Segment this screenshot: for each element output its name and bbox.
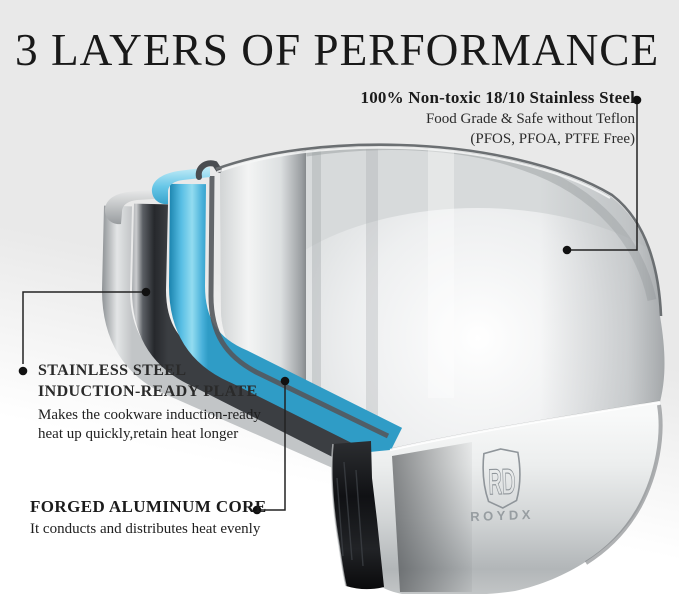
callout-aluminum-heading: FORGED ALUMINUM CORE [30, 497, 267, 516]
induction-bullet-dot [18, 366, 28, 376]
induction-target-dot [141, 287, 151, 297]
callout-aluminum-desc: It conducts and distributes heat evenly [30, 521, 261, 537]
outer-skin-band [101, 205, 396, 491]
callout-stainless-line1: Food Grade & Safe without Teflon [425, 111, 635, 127]
aluminum-core-band [168, 183, 403, 461]
induction-callout-line [22, 291, 142, 364]
brand-name: ROYDX [470, 507, 534, 524]
callout-induction-heading1: STAINLESS STEEL [38, 362, 187, 379]
aluminum-bullet-dot [252, 505, 262, 515]
rim-edge [215, 143, 663, 317]
brand-logo: RD ROYDX [470, 448, 534, 524]
stainless-target-dot [562, 245, 572, 255]
callout-induction-desc2: heat up quickly,retain heat longer [38, 426, 239, 442]
page-title: 3 LAYERS OF PERFORMANCE [15, 24, 660, 75]
callout-dots [18, 95, 642, 515]
steel-seam [208, 175, 390, 439]
callout-stainless-heading: 100% Non-toxic 18/10 Stainless Steel [360, 88, 635, 107]
stainless-callout-line [571, 104, 638, 251]
callout-induction: STAINLESS STEEL INDUCTION-READY PLATE Ma… [38, 360, 261, 444]
aluminum-core-lip [151, 167, 210, 205]
aluminum-target-dot [280, 376, 290, 386]
induction-plate-band [131, 203, 400, 484]
callout-induction-desc1: Makes the cookware induction-ready [38, 407, 261, 423]
callout-induction-heading2: INDUCTION-READY PLATE [38, 383, 258, 400]
induction-plate-lip [104, 188, 168, 225]
callout-stainless: 100% Non-toxic 18/10 Stainless Steel Foo… [361, 88, 635, 148]
brand-emblem-text: RD [488, 461, 516, 503]
callout-lines [22, 104, 638, 511]
stainless-bullet-dot [632, 95, 642, 105]
steel-rim-curl [195, 160, 222, 180]
brand-emblem-shield [482, 448, 521, 509]
callout-stainless-line2: (PFOS, PFOA, PTFE Free) [470, 131, 635, 147]
aluminum-callout-line [261, 385, 286, 511]
